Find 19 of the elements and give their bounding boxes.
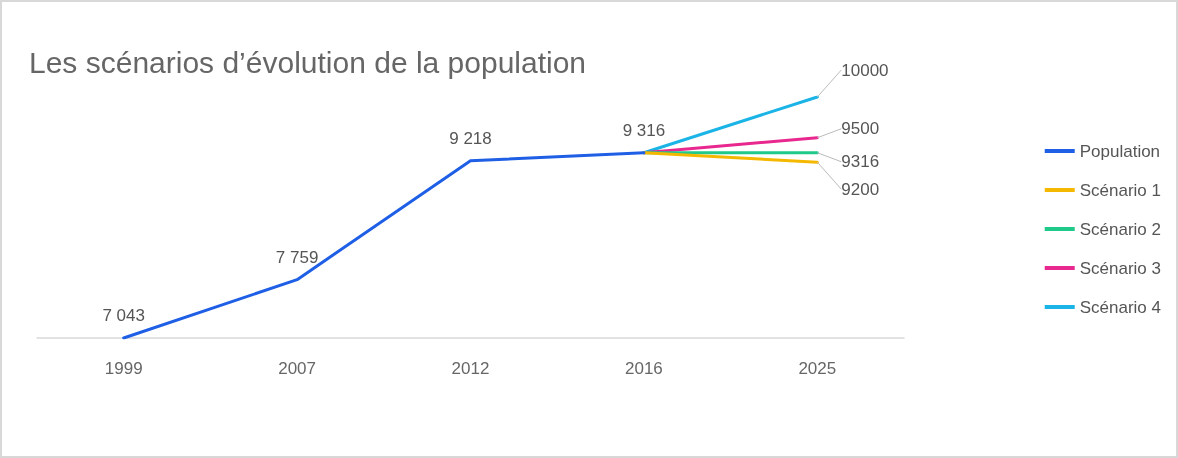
data-label: 9316	[841, 152, 880, 172]
x-tick-label: 2012	[451, 359, 490, 378]
legend-label: Scénario 3	[1079, 258, 1162, 278]
data-label: 9 218	[449, 128, 492, 148]
data-label: 7 759	[275, 247, 319, 267]
data-label: 9200	[841, 179, 880, 199]
x-tick-label: 2016	[624, 359, 663, 378]
data-label: 9500	[841, 119, 880, 139]
x-tick-label: 2007	[278, 359, 317, 378]
data-label: 9 316	[622, 120, 666, 140]
legend-label: Scénario 2	[1079, 219, 1162, 239]
legend-label: Population	[1079, 141, 1161, 161]
chart-title: Les scénarios d’évolution de la population	[29, 45, 587, 79]
x-tick-label: 2025	[798, 359, 837, 378]
legend-label: Scénario 4	[1079, 297, 1162, 317]
legend-label: Scénario 1	[1079, 180, 1162, 200]
data-label: 10000	[841, 60, 889, 80]
data-label: 7 043	[102, 306, 145, 325]
x-tick-label: 1999	[104, 359, 143, 378]
